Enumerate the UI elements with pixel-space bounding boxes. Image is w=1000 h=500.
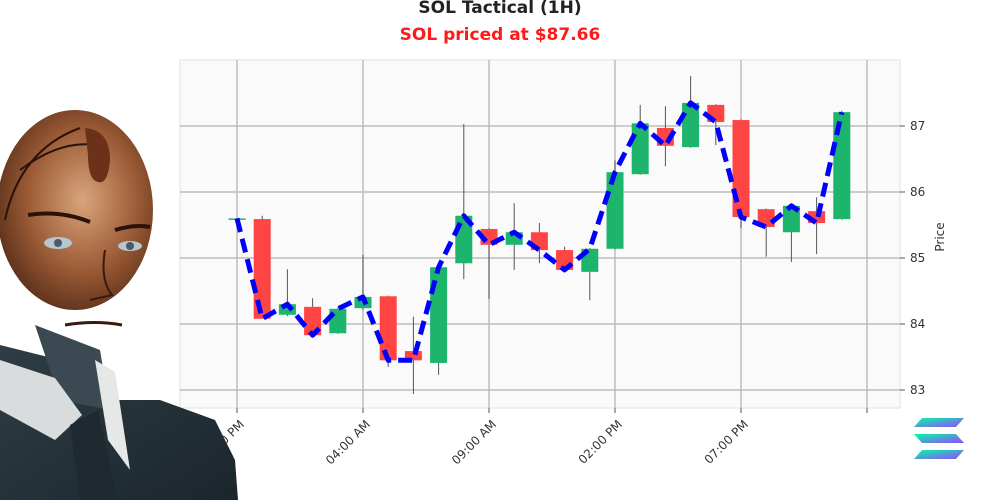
y-tick-label: 85 bbox=[910, 251, 925, 265]
y-axis: 83 84 85 86 87 bbox=[900, 119, 925, 397]
candle bbox=[278, 269, 296, 317]
chart-title: SOL Tactical (1H) bbox=[418, 0, 582, 18]
candle bbox=[404, 316, 422, 394]
y-tick-label: 83 bbox=[910, 383, 925, 397]
close-price-line bbox=[234, 100, 845, 363]
candle bbox=[782, 205, 800, 262]
robot-businessman-portrait bbox=[0, 110, 238, 500]
price-subtitle: SOL priced at $87.66 bbox=[399, 25, 601, 45]
candle bbox=[757, 208, 775, 257]
x-tick-label: 02:00 PM bbox=[576, 417, 625, 466]
solana-logo-icon bbox=[914, 418, 964, 459]
x-tick-label: 07:00 PM bbox=[702, 417, 751, 466]
y-tick-label: 84 bbox=[910, 317, 925, 331]
candle bbox=[253, 215, 271, 319]
y-tick-label: 87 bbox=[910, 119, 925, 133]
x-tick-label: 04:00 AM bbox=[323, 417, 373, 467]
candle bbox=[833, 110, 851, 220]
x-tick-label: 09:00 AM bbox=[449, 417, 499, 467]
y-tick-label: 86 bbox=[910, 185, 925, 199]
y-axis-label: Price bbox=[933, 222, 947, 251]
candle bbox=[808, 197, 826, 255]
